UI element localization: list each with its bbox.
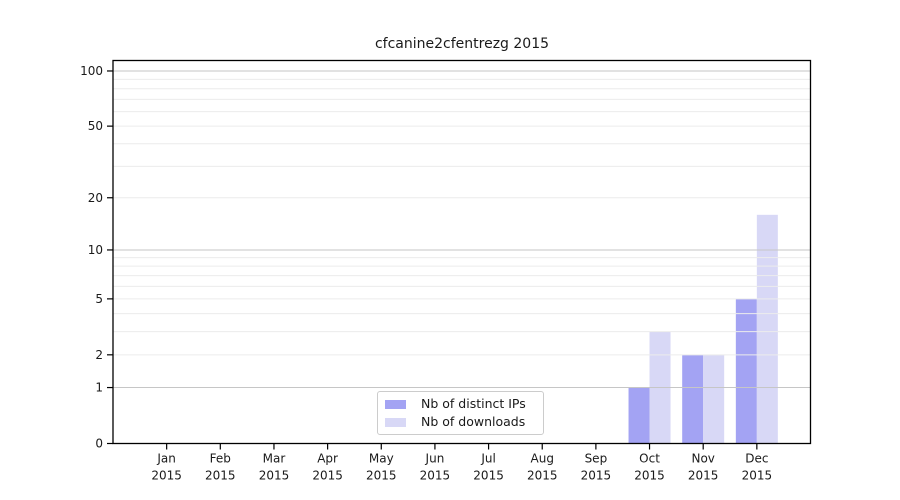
x-tick-label-year: 2015 [151, 469, 182, 483]
x-tick-label-month: Feb [210, 452, 231, 466]
x-tick-label-year: 2015 [366, 469, 397, 483]
legend-item: Nb of downloads [385, 415, 536, 429]
legend-label: Nb of downloads [421, 414, 526, 429]
y-tick-label: 1 [95, 381, 103, 395]
y-tick-label: 5 [95, 292, 103, 306]
y-tick-label: 0 [95, 437, 103, 451]
x-tick-label-month: Nov [691, 452, 714, 466]
legend-label: Nb of distinct IPs [421, 396, 526, 411]
y-tick-label: 100 [80, 64, 103, 78]
y-tick-label: 2 [95, 348, 103, 362]
x-tick-label-year: 2015 [420, 469, 451, 483]
bar-ips-oct [628, 387, 650, 444]
x-tick-label-month: Aug [531, 452, 554, 466]
bar-ips-dec [735, 298, 757, 444]
legend: Nb of distinct IPs Nb of downloads [377, 391, 544, 435]
x-tick-label-month: Apr [317, 452, 338, 466]
bar-downloads-dec [756, 214, 778, 444]
plot-frame [112, 59, 812, 445]
legend-swatch-icon [385, 399, 406, 409]
bar-downloads-nov [703, 354, 725, 444]
x-tick-label-year: 2015 [473, 469, 504, 483]
x-tick-label-year: 2015 [688, 469, 719, 483]
x-tick-label-month: Jun [425, 452, 445, 466]
bar-ips-nov [682, 354, 704, 444]
x-tick-label-year: 2015 [581, 469, 612, 483]
x-tick-label-month: May [369, 452, 394, 466]
y-tick-label: 20 [88, 191, 103, 205]
x-tick-label-year: 2015 [205, 469, 236, 483]
x-tick-label-month: Dec [745, 452, 768, 466]
x-tick-label-month: Jan [156, 452, 176, 466]
legend-item: Nb of distinct IPs [385, 397, 536, 411]
x-tick-label-month: Mar [263, 452, 286, 466]
chart-title: cfcanine2cfentrezg 2015 [374, 36, 550, 52]
y-tick-label: 50 [88, 119, 103, 133]
x-tick-label-year: 2015 [742, 469, 773, 483]
x-tick-label-year: 2015 [312, 469, 343, 483]
x-tick-label-month: Oct [639, 452, 660, 466]
x-tick-label-month: Sep [585, 452, 608, 466]
x-tick-label-month: Jul [480, 452, 495, 466]
x-tick-label-year: 2015 [634, 469, 665, 483]
legend-swatch-icon [385, 417, 406, 427]
y-tick-label: 10 [88, 243, 103, 257]
x-tick-label-year: 2015 [259, 469, 290, 483]
x-tick-label-year: 2015 [527, 469, 558, 483]
